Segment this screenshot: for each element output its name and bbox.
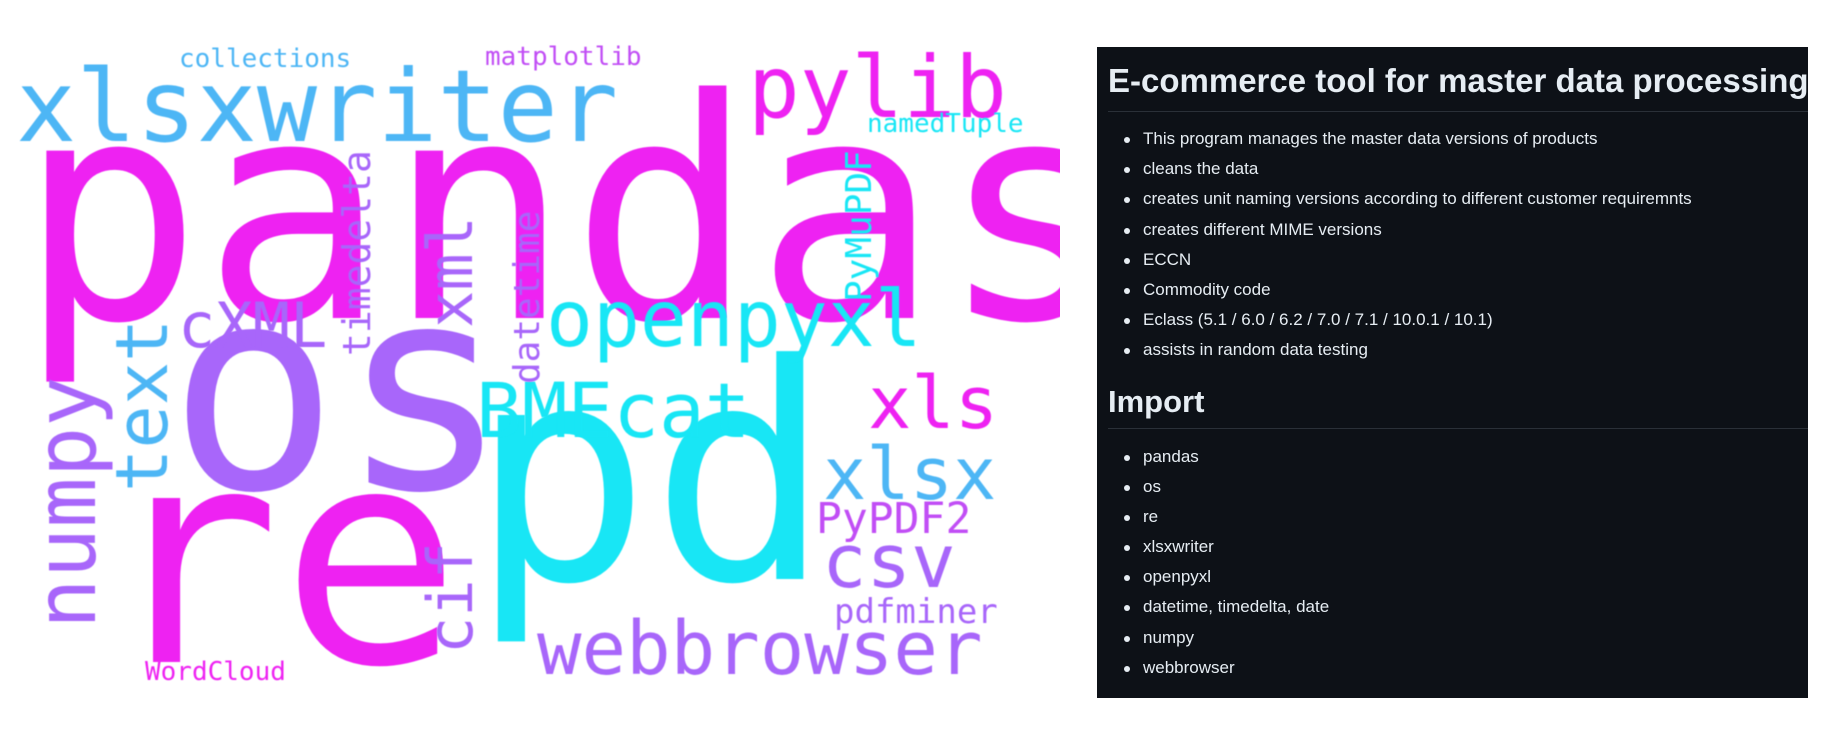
word-pdfminer: pdfminer (834, 592, 998, 632)
word-cif: cif (414, 542, 487, 654)
feature-item: creates different MIME versions (1097, 215, 1808, 245)
import-item: xlsxwriter (1097, 532, 1808, 562)
word-numpy: numpy (17, 376, 115, 629)
word-xlsx: xlsx (823, 432, 997, 516)
import-item: re (1097, 502, 1808, 532)
import-list: pandas os re xlsxwriter openpyxl datetim… (1097, 442, 1808, 684)
wordcloud-image: pandas os re pd xlsxwriter pylib openpyx… (16, 35, 1060, 730)
word-matplotlib: matplotlib (485, 42, 642, 72)
word-pylib: pylib (748, 38, 1007, 138)
word-pandas: pandas (18, 35, 1060, 391)
import-item: webbrowser (1097, 653, 1808, 683)
feature-item: creates unit naming versions according t… (1097, 184, 1808, 214)
feature-item: assists in random data testing (1097, 335, 1808, 365)
word-csv: csv (822, 519, 956, 605)
feature-item: Eclass (5.1 / 6.0 / 6.2 / 7.0 / 7.1 / 10… (1097, 305, 1808, 335)
word-xlsxwriter: xlsxwriter (16, 48, 619, 165)
word-xls: xls (868, 361, 999, 445)
import-divider (1108, 427, 1808, 429)
import-heading: Import (1108, 383, 1205, 419)
import-item: numpy (1097, 623, 1808, 653)
title-divider (1108, 111, 1808, 112)
word-cXML: cXML (178, 289, 328, 362)
word-xml: xml (414, 216, 487, 328)
word-PyPDF2: PyPDF2 (816, 494, 972, 544)
import-item: datetime, timedelta, date (1097, 592, 1808, 622)
word-text: text (100, 318, 184, 492)
word-datetime: datetime (507, 210, 548, 384)
word-re: re (100, 384, 462, 730)
import-item: pandas (1097, 442, 1808, 472)
readme-title: E-commerce tool for master data processi… (1108, 62, 1808, 99)
feature-item: cleans the data (1097, 154, 1808, 184)
import-item: openpyxl (1097, 562, 1808, 592)
word-BMEcat: BMEcat (476, 366, 751, 455)
feature-item: This program manages the master data ver… (1097, 124, 1808, 154)
feature-list: This program manages the master data ver… (1097, 124, 1808, 366)
word-openpyxl: openpyxl (546, 275, 922, 365)
feature-item: Commodity code (1097, 275, 1808, 305)
import-item: os (1097, 472, 1808, 502)
readme-panel: E-commerce tool for master data processi… (1097, 47, 1808, 698)
feature-item: ECCN (1097, 245, 1808, 275)
word-timedelta: timedelta (335, 150, 379, 356)
word-PyMuPDF: PyMuPDF (839, 150, 880, 302)
word-namedTuple: namedTuple (867, 109, 1024, 139)
word-webbrowser: webbrowser (537, 606, 983, 692)
word-collections: collections (179, 44, 352, 74)
word-os: os (168, 224, 510, 555)
word-pd: pd (470, 301, 832, 650)
word-WordCloud: WordCloud (145, 657, 286, 687)
